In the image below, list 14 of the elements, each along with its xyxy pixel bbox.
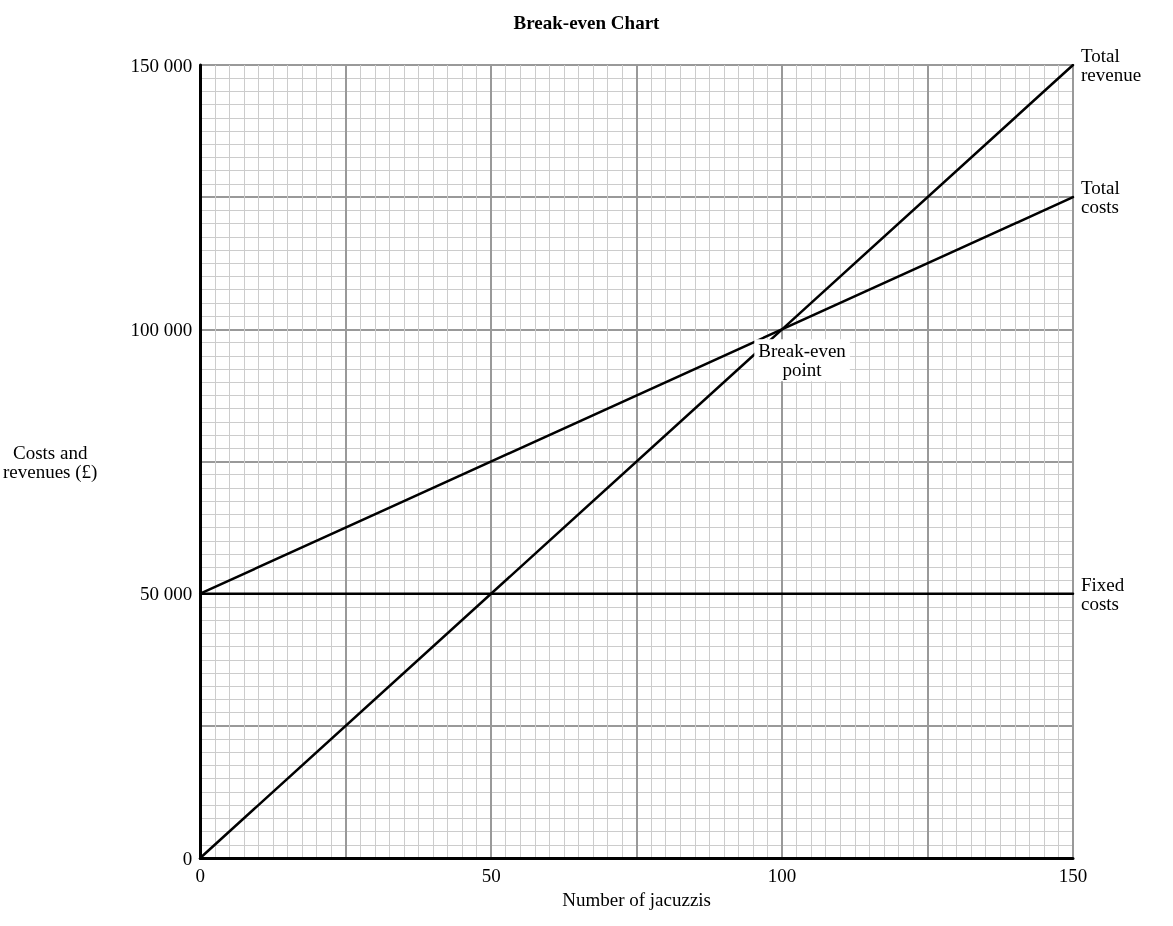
x-tick-label: 150 bbox=[1058, 865, 1088, 886]
y-tick-label: 50 000 bbox=[139, 583, 193, 605]
annotation: Break-even point bbox=[758, 340, 847, 381]
series-label: Total revenue bbox=[1081, 45, 1142, 85]
x-tick-label: 100 bbox=[767, 865, 797, 886]
y-tick-label: 100 000 bbox=[130, 318, 193, 340]
y-tick-label: 150 000 bbox=[130, 54, 193, 76]
y-tick-label: 0 bbox=[182, 847, 193, 869]
series-label: Total costs bbox=[1081, 177, 1120, 218]
x-axis-title: Number of jacuzzis bbox=[562, 888, 711, 910]
chart-title: Break-even Chart bbox=[513, 12, 661, 33]
y-axis-title: Costs and revenues (£) bbox=[2, 441, 98, 483]
series-label: Fixed costs bbox=[1081, 573, 1125, 614]
x-tick-label: 50 bbox=[481, 865, 501, 886]
